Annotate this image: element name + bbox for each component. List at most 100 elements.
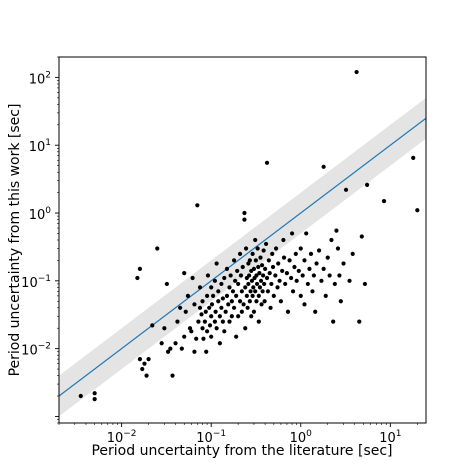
tick-label: 10−1 [196, 429, 226, 446]
data-point [257, 270, 262, 276]
data-point [164, 281, 169, 287]
data-point [357, 319, 362, 324]
data-point [237, 251, 243, 256]
data-point [261, 248, 266, 253]
data-point [273, 273, 278, 278]
data-point [251, 285, 256, 290]
data-point [245, 305, 250, 310]
data-point [213, 309, 218, 314]
data-point [200, 326, 205, 331]
data-point [137, 357, 142, 362]
data-point [235, 268, 240, 274]
data-point [347, 278, 352, 283]
data-point [195, 203, 200, 208]
data-point [194, 336, 199, 341]
data-point [298, 293, 303, 298]
data-point [243, 326, 248, 331]
data-point [253, 237, 258, 243]
data-point [189, 329, 194, 334]
data-point [192, 302, 197, 307]
data-point [159, 341, 164, 346]
data-point [196, 319, 201, 324]
data-point [289, 275, 294, 281]
data-point [144, 373, 149, 378]
data-point [259, 263, 265, 268]
x-axis-ticks: 10−2 10−1 100 101 [58, 423, 418, 446]
data-point [334, 228, 339, 233]
data-point [253, 258, 258, 263]
data-point [307, 266, 312, 271]
data-point [223, 309, 228, 314]
data-point [226, 302, 231, 307]
data-point [242, 210, 247, 216]
data-point [321, 266, 326, 271]
data-point [142, 361, 147, 366]
data-point [267, 270, 272, 276]
data-point [227, 285, 232, 290]
data-point [270, 251, 275, 256]
data-point [258, 278, 264, 283]
data-point [239, 309, 244, 314]
data-point [243, 246, 249, 251]
data-point [244, 293, 249, 298]
data-point [269, 281, 274, 287]
data-point [185, 293, 191, 298]
data-point [212, 278, 218, 283]
data-point [313, 309, 318, 314]
data-point [214, 326, 219, 331]
data-point [146, 357, 151, 362]
plot-area [59, 69, 426, 417]
data-point [293, 251, 298, 256]
data-point [173, 341, 178, 346]
data-point [275, 285, 280, 290]
data-point [296, 268, 301, 274]
data-point [325, 255, 330, 260]
data-point [209, 285, 214, 290]
y-axis-ticks: 10−2 10−1 100 101 102 [21, 56, 59, 424]
tick-label: 100 [29, 206, 52, 223]
data-point [258, 255, 263, 260]
data-point [331, 319, 336, 324]
data-point [285, 309, 291, 314]
data-point [234, 334, 239, 339]
data-point [263, 241, 269, 247]
data-point [381, 198, 387, 204]
data-point [298, 246, 303, 251]
data-point [254, 273, 259, 278]
data-point [229, 299, 234, 304]
data-point [302, 258, 307, 263]
data-point [311, 273, 316, 278]
data-point [335, 246, 341, 251]
data-point [201, 336, 206, 341]
x-axis-label: Period uncertainty from the literature [… [91, 443, 392, 459]
data-point [233, 278, 238, 283]
data-point [192, 349, 197, 354]
data-point [204, 293, 210, 298]
data-point [249, 278, 255, 283]
data-point [305, 281, 310, 287]
tick-label: 101 [29, 138, 51, 155]
data-point [200, 299, 205, 304]
data-point [210, 293, 216, 298]
data-point [216, 289, 221, 294]
data-point [280, 268, 285, 274]
data-point [319, 278, 324, 283]
data-point [240, 264, 245, 270]
data-point [220, 296, 225, 301]
data-point [350, 251, 355, 256]
data-point [243, 285, 248, 290]
data-point [182, 270, 187, 276]
data-point [259, 302, 264, 307]
data-point [137, 266, 142, 271]
data-point [224, 266, 230, 271]
data-point [271, 293, 276, 298]
data-point [300, 273, 305, 278]
data-point [292, 264, 297, 270]
data-point [204, 329, 210, 334]
data-point [268, 305, 273, 310]
data-point [135, 275, 140, 281]
data-point [263, 266, 268, 271]
data-point [234, 293, 239, 298]
data-point [316, 248, 322, 253]
